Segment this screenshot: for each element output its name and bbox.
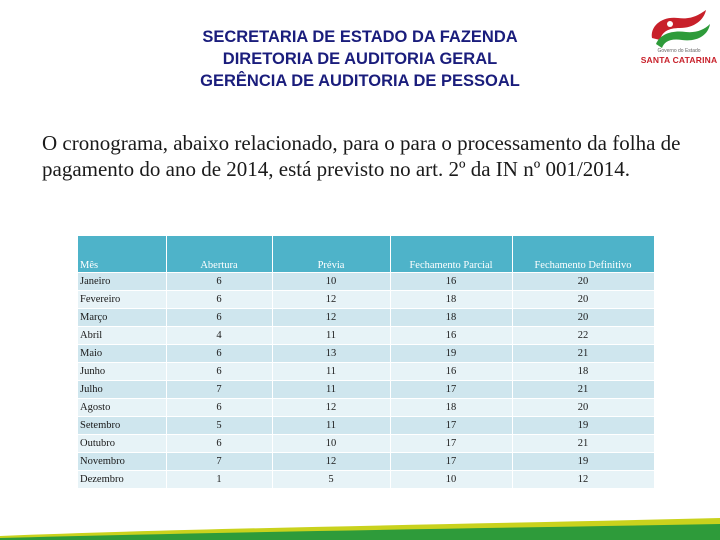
day-cell: 6 <box>166 272 273 291</box>
table-row: Novembro 7 12 17 19 <box>78 452 655 471</box>
payroll-schedule-table: Mês Abertura Prévia Fechamento Parcial F… <box>78 236 655 489</box>
day-cell: 18 <box>390 308 513 327</box>
month-cell: Março <box>78 308 167 327</box>
day-cell: 20 <box>512 272 655 291</box>
day-cell: 12 <box>272 398 391 417</box>
table-row: Janeiro 6 10 16 20 <box>78 272 655 291</box>
day-cell: 13 <box>272 344 391 363</box>
month-cell: Abril <box>78 326 167 345</box>
month-cell: Julho <box>78 380 167 399</box>
header-line-gerencia: GERÊNCIA DE AUDITORIA DE PESSOAL <box>200 72 520 90</box>
day-cell: 10 <box>390 470 513 489</box>
header-line-secretaria: SECRETARIA DE ESTADO DA FAZENDA <box>202 28 518 46</box>
table-row: Julho 7 11 17 21 <box>78 380 655 399</box>
day-cell: 21 <box>512 344 655 363</box>
day-cell: 20 <box>512 308 655 327</box>
table-row: Outubro 6 10 17 21 <box>78 434 655 453</box>
day-cell: 16 <box>390 272 513 291</box>
table-row: Fevereiro 6 12 18 20 <box>78 290 655 309</box>
day-cell: 11 <box>272 416 391 435</box>
month-cell: Fevereiro <box>78 290 167 309</box>
table-row: Dezembro 1 5 10 12 <box>78 470 655 489</box>
document-header: SECRETARIA DE ESTADO DA FAZENDA DIRETORI… <box>110 26 610 92</box>
month-cell: Outubro <box>78 434 167 453</box>
month-cell: Janeiro <box>78 272 167 291</box>
day-cell: 18 <box>512 362 655 381</box>
table-row: Abril 4 11 16 22 <box>78 326 655 345</box>
day-cell: 21 <box>512 380 655 399</box>
day-cell: 4 <box>166 326 273 345</box>
month-cell: Junho <box>78 362 167 381</box>
day-cell: 12 <box>272 290 391 309</box>
header-line-diretoria: DIRETORIA DE AUDITORIA GERAL <box>222 50 498 68</box>
column-header-fechamento-parcial: Fechamento Parcial <box>390 236 513 273</box>
table-header-row: Mês Abertura Prévia Fechamento Parcial F… <box>78 236 655 273</box>
day-cell: 16 <box>390 362 513 381</box>
intro-paragraph: O cronograma, abaixo relacionado, para o… <box>42 131 681 181</box>
table-row: Maio 6 13 19 21 <box>78 344 655 363</box>
day-cell: 16 <box>390 326 513 345</box>
day-cell: 1 <box>166 470 273 489</box>
month-cell: Setembro <box>78 416 167 435</box>
table-body: Janeiro 6 10 16 20 Fevereiro 6 12 18 20 Março 6 12 18… <box>78 272 655 489</box>
month-cell: Maio <box>78 344 167 363</box>
day-cell: 19 <box>512 452 655 471</box>
day-cell: 7 <box>166 380 273 399</box>
day-cell: 6 <box>166 344 273 363</box>
month-cell: Novembro <box>78 452 167 471</box>
day-cell: 10 <box>272 434 391 453</box>
logo-state-name: SANTA CATARINA <box>640 55 718 65</box>
day-cell: 19 <box>512 416 655 435</box>
santa-catarina-emblem-icon <box>651 10 710 48</box>
month-cell: Agosto <box>78 398 167 417</box>
day-cell: 6 <box>166 362 273 381</box>
day-cell: 17 <box>390 380 513 399</box>
day-cell: 5 <box>272 470 391 489</box>
decorative-bottom-band <box>0 518 720 540</box>
day-cell: 7 <box>166 452 273 471</box>
day-cell: 5 <box>166 416 273 435</box>
day-cell: 18 <box>390 398 513 417</box>
table-row: Março 6 12 18 20 <box>78 308 655 327</box>
day-cell: 10 <box>272 272 391 291</box>
column-header-fechamento-definitivo: Fechamento Definitivo <box>512 236 655 273</box>
santa-catarina-logo: Governo do Estado SANTA CATARINA <box>640 8 718 70</box>
column-header-abertura: Abertura <box>166 236 273 273</box>
day-cell: 17 <box>390 452 513 471</box>
table-row: Junho 6 11 16 18 <box>78 362 655 381</box>
day-cell: 22 <box>512 326 655 345</box>
day-cell: 6 <box>166 290 273 309</box>
day-cell: 6 <box>166 398 273 417</box>
table-row: Setembro 5 11 17 19 <box>78 416 655 435</box>
day-cell: 6 <box>166 434 273 453</box>
day-cell: 17 <box>390 416 513 435</box>
table-row: Agosto 6 12 18 20 <box>78 398 655 417</box>
day-cell: 18 <box>390 290 513 309</box>
day-cell: 11 <box>272 362 391 381</box>
day-cell: 11 <box>272 380 391 399</box>
day-cell: 20 <box>512 290 655 309</box>
day-cell: 20 <box>512 398 655 417</box>
day-cell: 21 <box>512 434 655 453</box>
day-cell: 12 <box>272 452 391 471</box>
day-cell: 19 <box>390 344 513 363</box>
day-cell: 6 <box>166 308 273 327</box>
logo-subtitle: Governo do Estado <box>657 48 701 54</box>
column-header-previa: Prévia <box>272 236 391 273</box>
month-cell: Dezembro <box>78 470 167 489</box>
day-cell: 12 <box>512 470 655 489</box>
column-header-mes: Mês <box>78 236 167 273</box>
day-cell: 11 <box>272 326 391 345</box>
day-cell: 12 <box>272 308 391 327</box>
day-cell: 17 <box>390 434 513 453</box>
